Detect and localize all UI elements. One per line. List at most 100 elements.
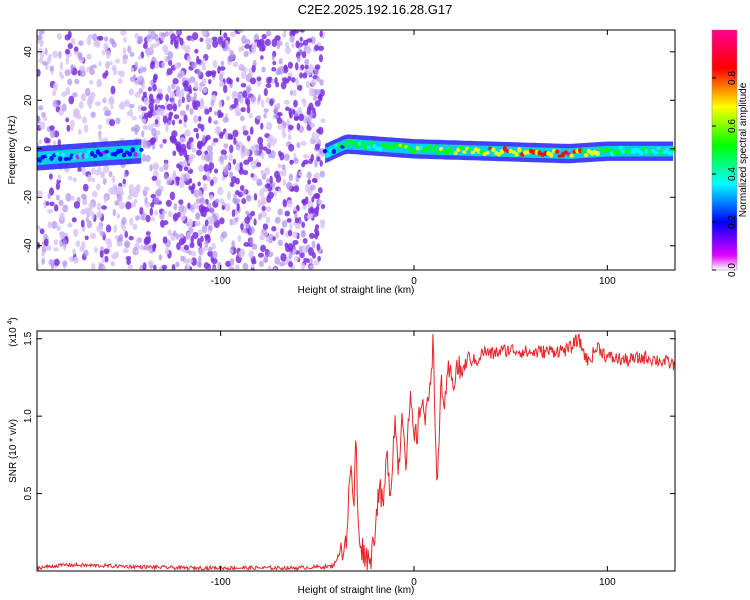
noise-speckle <box>206 202 212 210</box>
noise-speckle <box>103 165 110 173</box>
noise-speckle <box>48 173 53 180</box>
noise-speckle <box>274 216 281 224</box>
noise-speckle <box>82 183 89 192</box>
noise-speckle <box>219 66 226 71</box>
noise-speckle <box>278 261 285 267</box>
ridge-core <box>84 153 89 159</box>
noise-speckle <box>183 80 189 87</box>
noise-speckle <box>288 124 294 131</box>
noise-speckle <box>296 142 301 149</box>
noise-speckle <box>245 222 251 229</box>
ridge-core <box>549 152 554 158</box>
noise-speckle <box>175 261 180 268</box>
snr-x-ticks: -100 0 100 <box>211 331 616 588</box>
snr-y-tick-label: 1.0 <box>23 409 34 423</box>
colorbar-tick-label: 0.6 <box>727 119 738 133</box>
noise-speckle <box>201 209 207 218</box>
noise-speckle <box>160 108 165 117</box>
noise-speckle <box>253 218 257 226</box>
noise-speckle <box>148 102 154 110</box>
ridge-core <box>372 143 377 149</box>
noise-speckle <box>90 232 97 240</box>
noise-speckle <box>221 40 226 49</box>
noise-speckle <box>199 97 205 106</box>
noise-speckle <box>55 182 61 190</box>
noise-speckle <box>38 57 44 64</box>
noise-speckle <box>116 213 121 219</box>
noise-speckle <box>317 126 324 135</box>
noise-speckle <box>84 235 89 241</box>
ridge-core <box>479 149 484 154</box>
noise-speckle <box>245 210 250 216</box>
ridge-core <box>502 146 508 152</box>
noise-speckle <box>152 243 156 253</box>
noise-speckle <box>86 36 92 46</box>
noise-speckle <box>85 217 89 222</box>
noise-speckle <box>283 153 290 161</box>
noise-speckle <box>158 166 164 172</box>
noise-speckle <box>128 103 135 109</box>
noise-speckle <box>201 78 207 85</box>
noise-speckle <box>67 78 73 86</box>
noise-speckle <box>246 135 251 142</box>
noise-speckle <box>59 61 64 70</box>
noise-speckle <box>140 106 147 112</box>
noise-speckle <box>173 138 178 146</box>
ridge-core <box>447 147 452 152</box>
noise-speckle <box>201 64 207 71</box>
noise-speckle <box>81 166 86 176</box>
noise-speckle <box>279 152 285 161</box>
ridge-core <box>580 148 586 154</box>
noise-speckle <box>249 236 254 246</box>
noise-speckle <box>287 133 292 141</box>
noise-speckle <box>61 103 67 112</box>
noise-speckle <box>309 137 314 145</box>
noise-speckle <box>288 251 293 259</box>
snr-x-tick-label: 100 <box>599 577 616 588</box>
noise-speckle <box>314 192 321 200</box>
noise-speckle <box>72 177 77 183</box>
ridge-core <box>427 144 432 149</box>
noise-speckle <box>45 244 52 252</box>
ridge-core <box>641 146 647 151</box>
noise-speckle <box>278 58 283 65</box>
ridge-core <box>49 155 54 161</box>
noise-speckle <box>134 91 141 99</box>
noise-speckle <box>223 154 228 161</box>
noise-speckle <box>180 212 186 221</box>
ridge-core <box>462 150 467 154</box>
noise-speckle <box>265 30 272 37</box>
noise-speckle <box>98 35 104 41</box>
noise-speckle <box>236 111 242 117</box>
noise-speckle <box>209 206 214 214</box>
noise-speckle <box>208 116 212 124</box>
noise-speckle <box>184 129 191 137</box>
noise-speckle <box>192 32 199 41</box>
noise-speckle <box>96 224 103 233</box>
noise-speckle <box>289 222 293 231</box>
noise-speckle <box>228 153 233 162</box>
noise-speckle <box>41 61 48 66</box>
noise-speckle <box>57 139 62 147</box>
noise-speckle <box>201 155 206 161</box>
noise-speckle <box>272 114 280 119</box>
noise-speckle <box>172 213 179 222</box>
noise-speckle <box>94 101 101 107</box>
noise-speckle <box>282 199 288 208</box>
noise-speckle <box>95 39 101 48</box>
noise-speckle <box>59 71 63 77</box>
noise-speckle <box>41 257 46 265</box>
noise-speckle <box>49 125 55 131</box>
noise-speckle <box>173 203 178 211</box>
noise-speckle <box>198 255 202 264</box>
noise-speckle <box>320 118 326 124</box>
noise-speckle <box>313 207 319 215</box>
noise-speckle <box>149 164 153 172</box>
noise-speckle <box>250 210 256 217</box>
noise-speckle <box>144 196 148 204</box>
noise-speckle <box>299 252 305 259</box>
noise-speckle <box>183 166 189 172</box>
noise-speckle <box>86 66 90 73</box>
noise-speckle <box>125 256 132 261</box>
noise-speckle <box>301 51 307 59</box>
